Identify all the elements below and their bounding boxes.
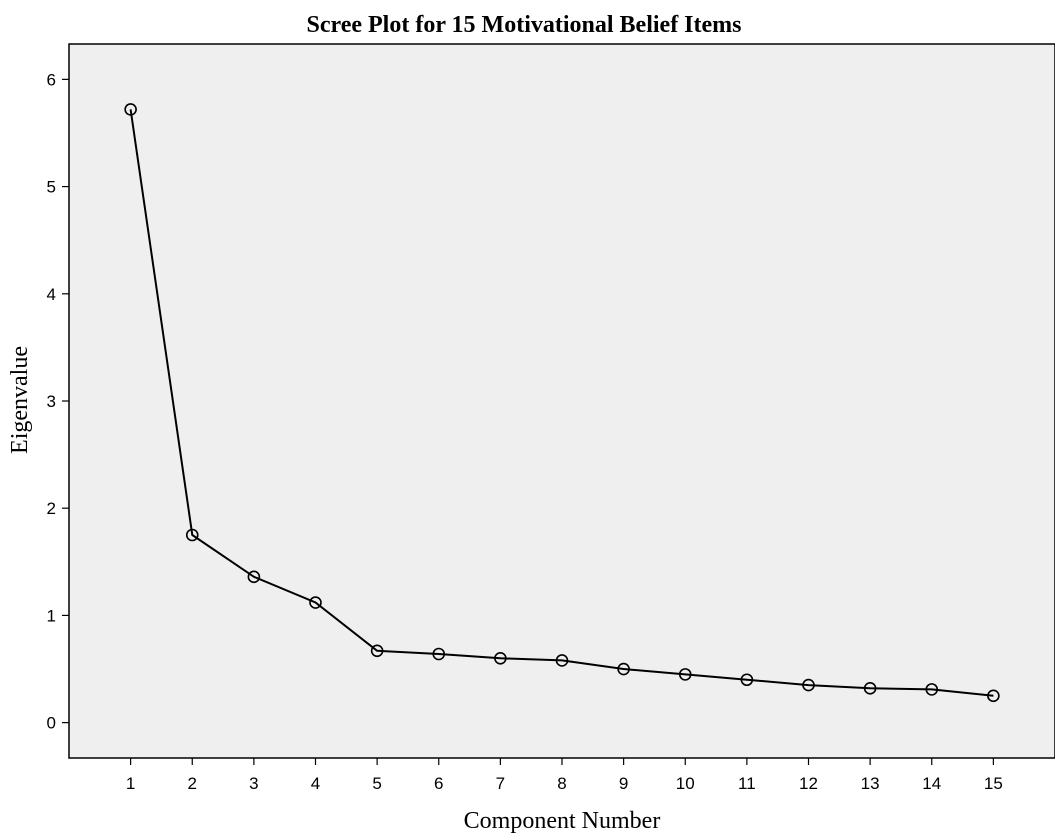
series-line	[129, 109, 994, 697]
data-point-marker	[370, 644, 384, 658]
data-point-marker	[987, 689, 1000, 703]
x-tick-label: 11	[738, 774, 756, 793]
x-tick-label: 10	[676, 774, 695, 793]
data-point-marker	[740, 673, 754, 687]
plot-area	[68, 43, 1055, 759]
data-point-marker	[802, 678, 815, 692]
y-tick-label: 2	[47, 499, 56, 518]
x-axis: 1 2 3 4 5 6 7 8 9 10 11 12 13 14 15	[126, 758, 1003, 793]
data-point-marker	[494, 651, 507, 665]
data-point-marker	[863, 682, 877, 695]
x-tick-label: 15	[984, 774, 1003, 793]
data-point-marker	[124, 103, 137, 116]
y-tick-label: 6	[47, 70, 56, 89]
data-point-marker	[432, 647, 446, 661]
x-tick-label: 13	[861, 774, 880, 793]
y-axis-label: Eigenvalue	[7, 346, 33, 454]
y-tick-label: 3	[47, 392, 56, 411]
x-tick-label: 5	[372, 774, 381, 793]
x-axis-label: Component Number	[464, 808, 661, 834]
x-tick-label: 7	[496, 774, 505, 793]
x-tick-label: 2	[188, 774, 197, 793]
x-tick-label: 12	[799, 774, 818, 793]
y-tick-label: 5	[47, 178, 56, 197]
x-tick-label: 6	[434, 774, 443, 793]
data-point-marker	[247, 570, 261, 584]
data-point-marker	[309, 596, 322, 609]
y-axis: 0 1 2 3 4 5 6	[47, 70, 69, 733]
data-point-marker	[925, 683, 939, 696]
data-point-marker	[185, 528, 199, 542]
x-tick-label: 8	[557, 774, 566, 793]
data-point-marker	[678, 668, 692, 681]
x-tick-label: 1	[126, 774, 135, 793]
x-tick-label: 3	[249, 774, 258, 793]
data-point-marker	[617, 662, 630, 676]
y-tick-label: 0	[47, 714, 56, 733]
data-point-marker	[555, 654, 569, 667]
x-tick-label: 9	[619, 774, 628, 793]
x-tick-label: 4	[311, 774, 320, 793]
y-tick-label: 4	[47, 285, 56, 304]
eigenvalue-series	[124, 103, 1000, 703]
chart-title: Scree Plot for 15 Motivational Belief It…	[307, 12, 742, 38]
x-tick-label: 14	[922, 774, 941, 793]
y-tick-label: 1	[47, 606, 56, 625]
